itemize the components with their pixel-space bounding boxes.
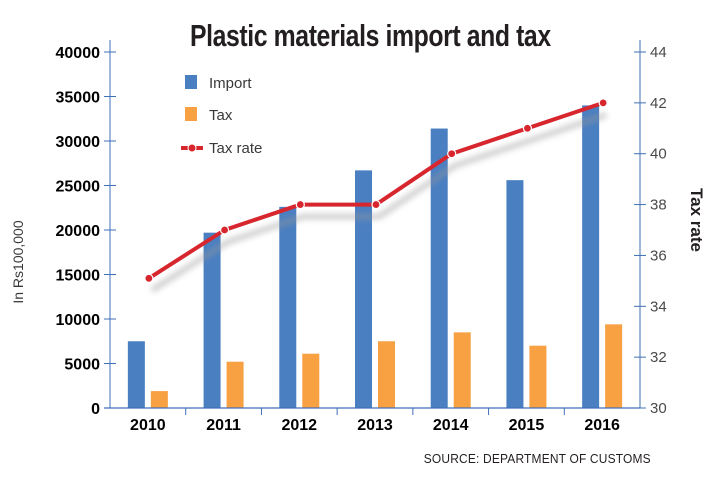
tax-rate-point [522, 123, 533, 133]
left-axis-tick-label: 0 [91, 401, 100, 418]
left-axis-tick-label: 5000 [64, 357, 100, 374]
right-axis-tick-label: 34 [650, 298, 667, 315]
legend-label: Import [209, 75, 252, 92]
import-bar [355, 170, 372, 408]
bars-layer [127, 105, 623, 409]
left-axis-tick-label: 30000 [56, 134, 101, 151]
import-bar [127, 341, 145, 408]
tax-rate-point [447, 149, 457, 159]
tax-rate-point [295, 199, 305, 210]
tax-bar [226, 361, 244, 408]
tax-rate-line-shadow [150, 112, 608, 293]
legend-swatch-import [185, 75, 197, 89]
x-axis-tick-label: 2014 [433, 417, 469, 434]
right-axis-tick-label: 42 [650, 95, 667, 112]
import-bar [279, 206, 297, 408]
legend-swatch-tax [185, 107, 197, 121]
x-axis-tick-label: 2011 [206, 417, 241, 434]
tax-rate-point [371, 199, 381, 210]
right-axis-tick-label: 32 [650, 349, 667, 366]
left-axis-tick-label: 25000 [56, 179, 101, 196]
right-axis-tick-label: 38 [650, 197, 667, 214]
tax-bar [378, 341, 395, 408]
axes-layer: 0 5000 10000 15000 20000 25000 30000 35000 40000… [56, 40, 667, 434]
tax-bar [605, 324, 623, 408]
import-bar [430, 128, 448, 409]
chart-title: Plastic materials import and tax [190, 18, 551, 53]
legend: Import Tax Tax rate [181, 75, 262, 157]
tax-bar [150, 391, 168, 408]
legend-label: Tax rate [209, 140, 262, 157]
tax-bar [453, 332, 471, 408]
right-axis-tick-label: 36 [650, 247, 667, 264]
import-bar [582, 105, 600, 409]
import-bar [203, 232, 221, 408]
source-note: SOURCE: DEPARTMENT OF CUSTOMS [423, 451, 651, 466]
x-axis-tick-label: 2012 [281, 417, 317, 434]
tax-rate-point [144, 273, 154, 283]
x-axis-tick-label: 2015 [509, 417, 545, 434]
tax-rate-point [219, 225, 230, 235]
import-bar [506, 180, 524, 408]
x-axis-tick-label: 2016 [584, 417, 620, 434]
x-axis-tick-label: 2013 [357, 417, 393, 434]
left-axis-tick-label: 10000 [56, 312, 101, 329]
right-axis-tick-label: 44 [650, 44, 667, 61]
right-axis-label-text: Tax rate [687, 188, 706, 252]
tax-rate-point [598, 98, 608, 108]
right-axis-tick-label: 40 [650, 146, 667, 163]
left-axis-label-text: In Rs100,000 [10, 220, 26, 304]
left-axis-tick-label: 40000 [56, 45, 101, 62]
legend-label: Tax [209, 107, 233, 124]
legend-swatch-point [187, 143, 197, 153]
tax-bar [302, 353, 320, 408]
right-axis-tick-label: 30 [650, 400, 667, 417]
left-axis-tick-label: 35000 [56, 90, 101, 107]
left-axis-tick-label: 20000 [56, 223, 101, 240]
tax-bar [529, 345, 547, 408]
x-axis-tick-label: 2010 [130, 417, 166, 434]
tax-rate-line-layer [144, 98, 608, 293]
left-axis-tick-label: 15000 [56, 268, 101, 285]
